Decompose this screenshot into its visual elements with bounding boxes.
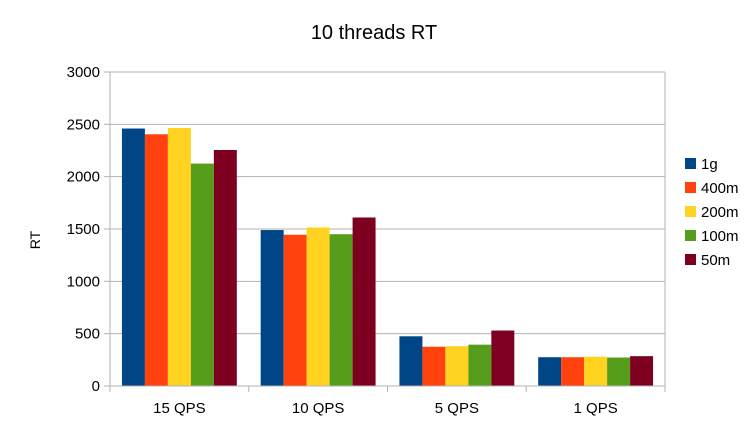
bar-50m-15-QPS — [213, 149, 237, 386]
y-tick-label: 1000 — [67, 273, 100, 290]
y-tick-label: 3000 — [67, 64, 100, 81]
legend-label-400m: 400m — [701, 180, 739, 197]
x-tick-label: 1 QPS — [574, 400, 618, 417]
bar-100m-1-QPS — [607, 357, 631, 386]
bar-50m-5-QPS — [491, 330, 515, 386]
y-axis-label: RT — [27, 230, 43, 249]
legend-label-1g: 1g — [701, 156, 718, 173]
bars — [121, 127, 654, 386]
y-tick-label: 1500 — [67, 221, 100, 238]
bar-200m-1-QPS — [584, 356, 608, 386]
legend-swatch-400m — [685, 182, 696, 193]
legend-label-50m: 50m — [701, 252, 730, 269]
y-tick-label: 500 — [75, 326, 100, 343]
bar-200m-5-QPS — [445, 346, 469, 386]
legend-label-200m: 200m — [701, 204, 739, 221]
bar-400m-15-QPS — [144, 134, 168, 386]
legend-label-100m: 100m — [701, 228, 739, 245]
bar-200m-10-QPS — [306, 227, 330, 386]
bar-1g-10-QPS — [260, 230, 284, 386]
bar-400m-1-QPS — [561, 357, 585, 386]
bar-1g-1-QPS — [538, 357, 562, 386]
bar-50m-1-QPS — [630, 356, 654, 386]
legend-swatch-1g — [685, 158, 696, 169]
bar-1g-15-QPS — [121, 128, 145, 386]
bar-100m-10-QPS — [329, 234, 353, 386]
bar-400m-5-QPS — [422, 346, 446, 386]
x-tick-label: 10 QPS — [292, 400, 345, 417]
axes: 0 500 1000 1500 2000 2500 3000 15 QPS 10 QPS 5 QP… — [67, 64, 666, 417]
x-tick-label: 15 QPS — [153, 400, 206, 417]
y-tick-label: 0 — [92, 378, 100, 395]
legend-swatch-100m — [685, 230, 696, 241]
bar-50m-10-QPS — [352, 217, 376, 386]
legend-swatch-50m — [685, 254, 696, 265]
bar-400m-10-QPS — [283, 234, 307, 386]
legend-swatch-200m — [685, 206, 696, 217]
bar-1g-5-QPS — [399, 336, 423, 386]
x-tick-label: 5 QPS — [435, 400, 479, 417]
y-tick-label: 2000 — [67, 169, 100, 186]
bar-200m-15-QPS — [167, 127, 191, 386]
y-tick-label: 2500 — [67, 116, 100, 133]
bar-100m-15-QPS — [190, 163, 214, 386]
chart-title: 10 threads RT — [311, 22, 437, 44]
legend: 1g 400m 200m 100m 50m — [685, 156, 739, 269]
bar-100m-5-QPS — [468, 344, 492, 386]
